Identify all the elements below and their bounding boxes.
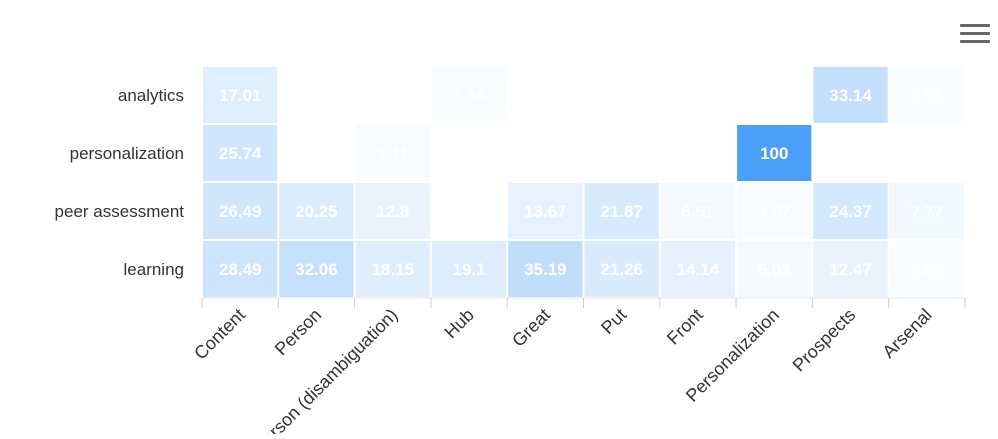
heatmap-cell[interactable] bbox=[584, 241, 659, 297]
heatmap-cell[interactable] bbox=[203, 67, 278, 123]
heatmap-cell[interactable] bbox=[584, 183, 659, 239]
cell-value-label: 2.51 bbox=[910, 86, 943, 105]
cell-value-label: 4.07 bbox=[758, 202, 791, 221]
cell-value-label: 6.61 bbox=[681, 202, 714, 221]
cell-value-label: 35.19 bbox=[524, 260, 567, 279]
cell-value-label: 18.15 bbox=[371, 260, 414, 279]
heatmap-cell[interactable] bbox=[508, 241, 583, 297]
y-axis-label: learning bbox=[124, 260, 185, 279]
cell-value-label: 3.11 bbox=[377, 144, 409, 163]
cell-value-label: 5.03 bbox=[758, 260, 791, 279]
y-axis-label: peer assessment bbox=[55, 202, 185, 221]
heatmap-cell[interactable] bbox=[279, 183, 354, 239]
heatmap-cell[interactable] bbox=[355, 125, 430, 181]
x-axis-label: Hub bbox=[440, 305, 477, 342]
cell-value-label: 20.25 bbox=[295, 202, 338, 221]
cell-value-label: 21.26 bbox=[600, 260, 643, 279]
heatmap-cell[interactable] bbox=[889, 241, 964, 297]
x-axis-label: Content bbox=[190, 305, 249, 364]
cell-value-label: 2.52 bbox=[910, 260, 943, 279]
heatmap-cell[interactable] bbox=[431, 67, 507, 123]
x-axis-label: Put bbox=[597, 305, 630, 338]
x-axis-label: Great bbox=[508, 305, 554, 351]
heatmap-cell[interactable] bbox=[813, 67, 888, 123]
heatmap-cell[interactable] bbox=[660, 183, 736, 239]
cell-value-label: 12.8 bbox=[376, 202, 409, 221]
x-axis-label: Front bbox=[663, 305, 707, 349]
x-axis-label: Person bbox=[271, 305, 325, 359]
cell-value-label: 24.37 bbox=[829, 202, 872, 221]
x-axis-label: Prospects bbox=[789, 305, 860, 376]
heatmap-cell[interactable] bbox=[431, 241, 507, 297]
heatmap-cell[interactable] bbox=[203, 241, 278, 297]
cell-value-label: 19.1 bbox=[453, 260, 486, 279]
heatmap-cell[interactable] bbox=[737, 241, 812, 297]
heatmap-cell[interactable] bbox=[889, 183, 964, 239]
heatmap-cell[interactable] bbox=[355, 183, 430, 239]
cell-value-label: 28.49 bbox=[219, 260, 262, 279]
y-axis-label: personalization bbox=[70, 144, 184, 163]
heatmap-cell[interactable] bbox=[889, 67, 964, 123]
x-axis-label: Arsenal bbox=[878, 305, 935, 362]
y-axis-label: analytics bbox=[118, 86, 184, 105]
cell-value-label: 17.01 bbox=[219, 86, 262, 105]
heatmap-cell[interactable] bbox=[203, 125, 278, 181]
heatmap-cell[interactable] bbox=[203, 183, 278, 239]
cell-value-label: 21.87 bbox=[600, 202, 643, 221]
heatmap-cell[interactable] bbox=[508, 183, 583, 239]
cell-value-label: 13.67 bbox=[524, 202, 567, 221]
x-axis-label: Person (disambiguation) bbox=[249, 305, 401, 434]
cell-value-label: 7.77 bbox=[910, 202, 943, 221]
cell-value-label: 32.06 bbox=[295, 260, 338, 279]
heatmap-cell[interactable] bbox=[355, 241, 430, 297]
cell-value-label: 14.14 bbox=[677, 260, 720, 279]
cell-value-label: 12.47 bbox=[829, 260, 872, 279]
heatmap-cell[interactable] bbox=[813, 183, 888, 239]
cell-value-label: 25.74 bbox=[219, 144, 262, 163]
heatmap-cell[interactable] bbox=[737, 183, 812, 239]
cell-value-label: 26.49 bbox=[219, 202, 262, 221]
cell-value-label: 3.84 bbox=[453, 86, 487, 105]
heatmap-cell[interactable] bbox=[660, 241, 736, 297]
heatmap-cell[interactable] bbox=[813, 241, 888, 297]
heatmap-cell[interactable] bbox=[279, 241, 354, 297]
cell-value-label: 100 bbox=[760, 144, 788, 163]
heatmap-cell[interactable] bbox=[737, 125, 812, 181]
cell-value-label: 33.14 bbox=[829, 86, 872, 105]
hamburger-menu-icon[interactable] bbox=[960, 24, 990, 46]
